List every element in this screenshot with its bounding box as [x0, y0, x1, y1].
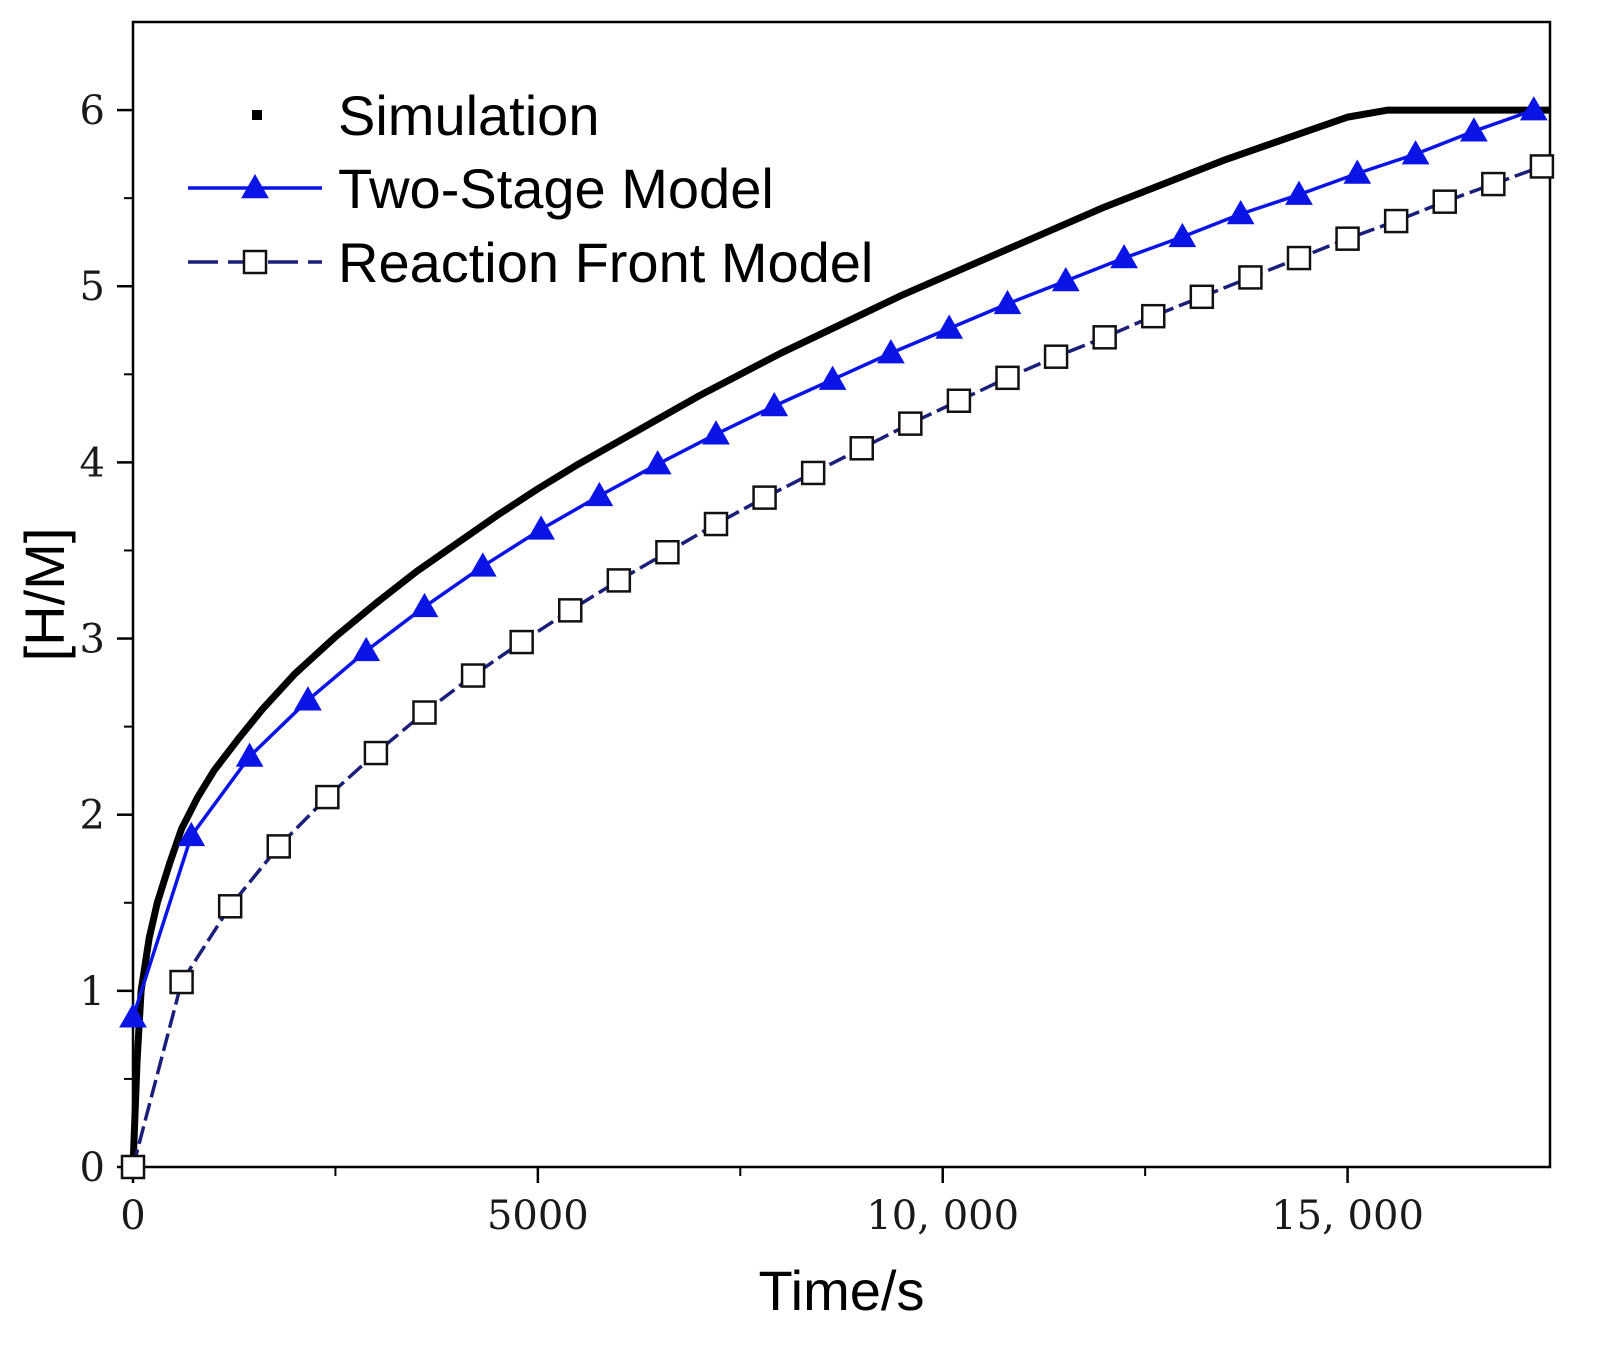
x-tick-label: 15, 000 — [1271, 1193, 1424, 1239]
square-marker — [1238, 265, 1263, 290]
triangle-marker — [1110, 244, 1138, 269]
x-tick-label: 5000 — [487, 1193, 589, 1239]
triangle-marker — [760, 392, 789, 417]
triangle-marker — [1168, 222, 1197, 248]
legend-label: Two-Stage Model — [338, 157, 774, 220]
triangle-marker — [877, 339, 905, 364]
x-axis: 0 5000 10, 000 15, 000 — [120, 1167, 1424, 1239]
triangle-marker — [352, 636, 381, 662]
x-tick-label: 10, 000 — [866, 1193, 1019, 1239]
legend-item: Two-Stage Model — [188, 157, 774, 220]
square-marker — [509, 629, 534, 655]
triangle-marker — [1051, 266, 1080, 292]
square-marker — [1140, 303, 1166, 329]
triangle-marker — [177, 821, 206, 847]
triangle-marker — [1401, 140, 1430, 165]
x-axis-title: Time/s — [759, 1259, 925, 1322]
legend-item: Simulation — [252, 84, 599, 147]
triangle-marker — [702, 420, 730, 445]
triangle-marker — [468, 552, 497, 577]
y-tick-label: 3 — [80, 617, 105, 663]
triangle-marker — [993, 289, 1022, 315]
square-marker — [752, 485, 777, 510]
data-point — [154, 899, 161, 906]
triangle-marker — [818, 365, 847, 390]
series-layer — [119, 96, 1555, 1180]
square-marker — [800, 460, 826, 486]
plot-border — [131, 20, 1552, 1169]
legend-label: Reaction Front Model — [338, 231, 873, 294]
square-marker — [460, 663, 486, 688]
triangle-marker — [643, 450, 672, 475]
square-marker — [898, 411, 923, 436]
series-line — [131, 164, 1543, 1168]
triangle-marker — [1343, 159, 1372, 184]
square-marker — [1335, 226, 1360, 251]
x-tick-label: 0 — [120, 1193, 145, 1239]
square-marker — [1432, 189, 1457, 214]
y-tick-label: 5 — [80, 264, 105, 310]
square-marker — [363, 740, 389, 766]
square-marker — [946, 388, 972, 413]
triangle-marker — [1519, 96, 1548, 121]
y-tick-label: 1 — [80, 969, 105, 1015]
square-marker — [1529, 154, 1555, 179]
square-marker — [1043, 344, 1069, 369]
square-marker — [557, 598, 583, 623]
square-marker — [169, 969, 194, 995]
square-marker — [655, 539, 680, 565]
square-marker — [606, 568, 632, 593]
square-marker — [1383, 208, 1409, 234]
legend-item: Reaction Front Model — [188, 231, 873, 294]
square-marker — [266, 834, 291, 859]
y-tick-label: 2 — [80, 793, 105, 839]
triangle-marker — [527, 515, 555, 540]
y-axis-title: [H/M] — [13, 528, 76, 662]
triangle-marker — [235, 742, 264, 767]
square-marker — [849, 436, 874, 461]
triangle-marker — [1226, 199, 1255, 225]
triangle-marker — [585, 481, 614, 507]
triangle-marker — [241, 173, 269, 199]
triangle-marker — [935, 314, 964, 339]
triangle-marker — [294, 686, 322, 711]
square-marker — [120, 1154, 146, 1180]
plot-frame — [131, 20, 1552, 1169]
y-tick-label: 4 — [80, 440, 105, 486]
square-marker — [315, 784, 340, 810]
legend: Simulation Two-Stage Model Reaction Front … — [188, 84, 873, 294]
square-marker — [1481, 171, 1506, 197]
triangle-marker — [119, 1003, 147, 1028]
square-marker — [703, 511, 729, 537]
legend-swatch — [252, 110, 262, 120]
square-marker — [412, 700, 437, 725]
square-marker — [995, 365, 1020, 391]
data-point — [166, 861, 173, 868]
y-tick-label: 6 — [80, 88, 105, 134]
square-marker — [1092, 325, 1117, 350]
triangle-marker — [410, 592, 439, 618]
data-point — [134, 1058, 141, 1065]
data-point — [146, 935, 153, 941]
legend-label: Simulation — [338, 84, 599, 147]
series-line — [129, 106, 1550, 1168]
square-marker — [1286, 245, 1312, 271]
square-marker — [217, 894, 243, 919]
series-reaction-front-model — [120, 154, 1555, 1180]
triangle-marker — [1285, 180, 1313, 205]
triangle-marker — [1460, 117, 1488, 142]
series-two-stage-model — [119, 96, 1548, 1028]
square-marker — [242, 249, 268, 275]
y-tick-label: 0 — [80, 1145, 105, 1191]
y-axis: 0 1 2 3 4 5 6 — [80, 88, 133, 1191]
square-marker — [1189, 284, 1215, 310]
